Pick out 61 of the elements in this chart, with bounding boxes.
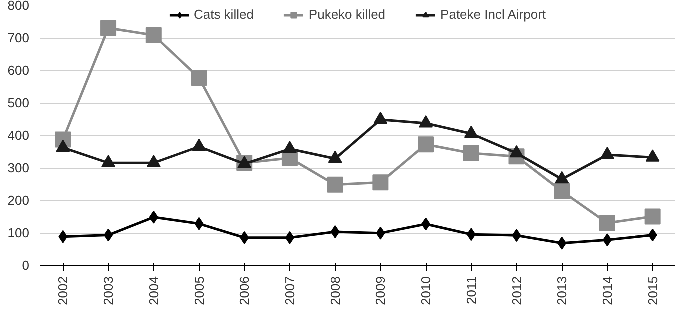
point [240,231,250,244]
y-tick-label: 800 [8,0,30,13]
point [512,229,522,242]
point [285,231,294,244]
y-tick-label: 700 [8,30,30,46]
x-tick-label: 2010 [418,276,434,306]
point [149,210,158,224]
point [56,140,70,152]
x-tick-label: 2007 [282,276,298,306]
point [194,217,204,230]
point [466,228,476,242]
point [600,146,614,160]
point [327,176,344,193]
point [374,112,388,124]
x-tick-label: 2013 [554,276,570,306]
y-tick-label: 600 [8,63,30,78]
point [644,208,661,225]
y-tick-label: 500 [8,96,30,110]
point [422,218,431,231]
y-tick-label: 200 [8,193,30,208]
point [646,150,660,162]
y-tick-label: 400 [8,128,30,143]
legend-label: Pukeko killed [308,7,386,22]
x-tick-label: 2003 [101,276,116,306]
point [599,215,616,232]
point [419,115,434,128]
x-tick-label: 2002 [56,276,71,306]
x-tick-label: 2006 [237,276,252,306]
x-tick-label: 2014 [600,276,615,306]
point [58,230,68,244]
x-tick-label: 2009 [373,276,388,306]
x-tick-label: 2008 [328,276,343,306]
point [146,155,161,168]
point [602,234,612,247]
point [328,150,342,164]
y-tick-label: 0 [22,258,30,273]
point [330,226,340,239]
point [372,174,389,191]
point [282,141,297,154]
point [463,145,480,162]
point [238,156,252,168]
point [192,138,206,152]
point [464,126,478,138]
y-tick-label: 300 [8,160,30,176]
point [102,155,116,168]
point [554,183,570,200]
point [510,145,524,158]
x-tick-label: 2011 [464,276,479,304]
y-tick-label: 100 [8,226,30,240]
x-tick-label: 2005 [192,276,207,306]
legend-label: Pateke Incl Airport [440,7,546,22]
x-tick-label: 2015 [645,276,660,306]
point [376,226,386,240]
point [555,171,570,184]
point [104,228,114,242]
point [648,228,658,242]
point [418,136,434,153]
legend-label: Cats killed [194,7,254,22]
x-tick-label: 2004 [146,276,162,306]
point [558,236,567,250]
x-tick-label: 2012 [509,276,524,306]
